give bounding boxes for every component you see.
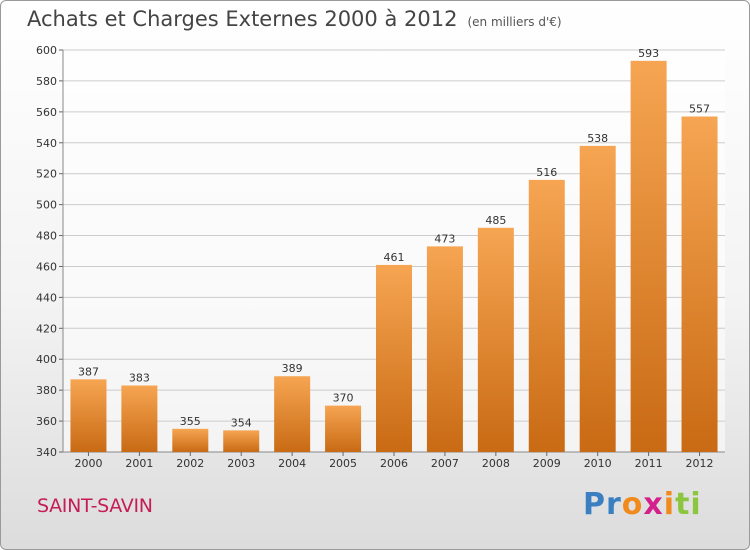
- x-tick-label: 2007: [431, 457, 459, 470]
- data-label: 389: [282, 362, 303, 375]
- brand-logo-letter: x: [643, 487, 664, 522]
- bar: [325, 405, 362, 452]
- brand-logo-letter: r: [606, 487, 622, 522]
- bar: [70, 379, 107, 452]
- data-label: 485: [485, 214, 506, 227]
- brand-logo-letter: P: [583, 487, 606, 522]
- brand-logo-letter: o: [621, 487, 644, 522]
- chart-title-text: Achats et Charges Externes 2000 à 2012: [27, 7, 458, 31]
- y-tick-label: 580: [36, 75, 57, 88]
- y-tick-label: 380: [36, 384, 57, 397]
- bar: [579, 145, 616, 452]
- chart-unit: (en milliers d'€): [467, 15, 562, 29]
- y-tick-label: 500: [36, 199, 57, 212]
- y-tick-label: 440: [36, 291, 57, 304]
- bar: [477, 227, 514, 452]
- brand-logo-letter: i: [690, 487, 702, 522]
- x-tick-label: 2009: [533, 457, 561, 470]
- bar: [121, 385, 158, 452]
- x-tick-label: 2004: [278, 457, 306, 470]
- data-label: 516: [536, 166, 557, 179]
- brand-logo: Proxiti: [583, 487, 702, 522]
- x-tick-label: 2008: [482, 457, 510, 470]
- data-label: 557: [689, 102, 710, 115]
- bar: [223, 430, 260, 452]
- location-name: SAINT-SAVIN: [37, 495, 153, 517]
- data-label: 387: [78, 365, 99, 378]
- y-tick-label: 540: [36, 137, 57, 150]
- x-tick-label: 2005: [329, 457, 357, 470]
- y-tick-label: 520: [36, 168, 57, 181]
- data-label: 538: [587, 132, 608, 145]
- y-tick-label: 560: [36, 106, 57, 119]
- bar: [274, 376, 311, 452]
- x-tick-label: 2001: [125, 457, 153, 470]
- x-tick-label: 2000: [74, 457, 102, 470]
- data-label: 461: [384, 251, 405, 264]
- bar: [376, 264, 412, 452]
- bar: [681, 116, 718, 452]
- brand-logo-letter: t: [675, 487, 691, 522]
- y-tick-label: 460: [36, 260, 57, 273]
- x-tick-label: 2002: [176, 457, 204, 470]
- y-tick-label: 600: [36, 44, 57, 57]
- bar: [630, 60, 667, 452]
- x-tick-label: 2011: [635, 457, 663, 470]
- bar: [426, 246, 463, 452]
- data-label: 355: [180, 415, 201, 428]
- brand-logo-letter: i: [663, 487, 676, 522]
- x-tick-label: 2010: [584, 457, 612, 470]
- data-label: 354: [231, 416, 252, 429]
- x-tick-label: 2012: [686, 457, 714, 470]
- bar: [528, 179, 565, 452]
- y-tick-label: 420: [36, 322, 57, 335]
- chart-title: Achats et Charges Externes 2000 à 2012 (e…: [27, 7, 562, 31]
- data-label: 593: [638, 47, 659, 60]
- y-tick-label: 360: [36, 415, 57, 428]
- x-tick-label: 2006: [380, 457, 408, 470]
- x-tick-label: 2003: [227, 457, 255, 470]
- y-tick-label: 340: [36, 446, 57, 459]
- data-label: 370: [333, 392, 354, 405]
- y-tick-label: 400: [36, 353, 57, 366]
- data-label: 473: [434, 232, 455, 245]
- data-label: 383: [129, 372, 150, 385]
- y-tick-label: 480: [36, 230, 57, 243]
- bar: [172, 428, 209, 452]
